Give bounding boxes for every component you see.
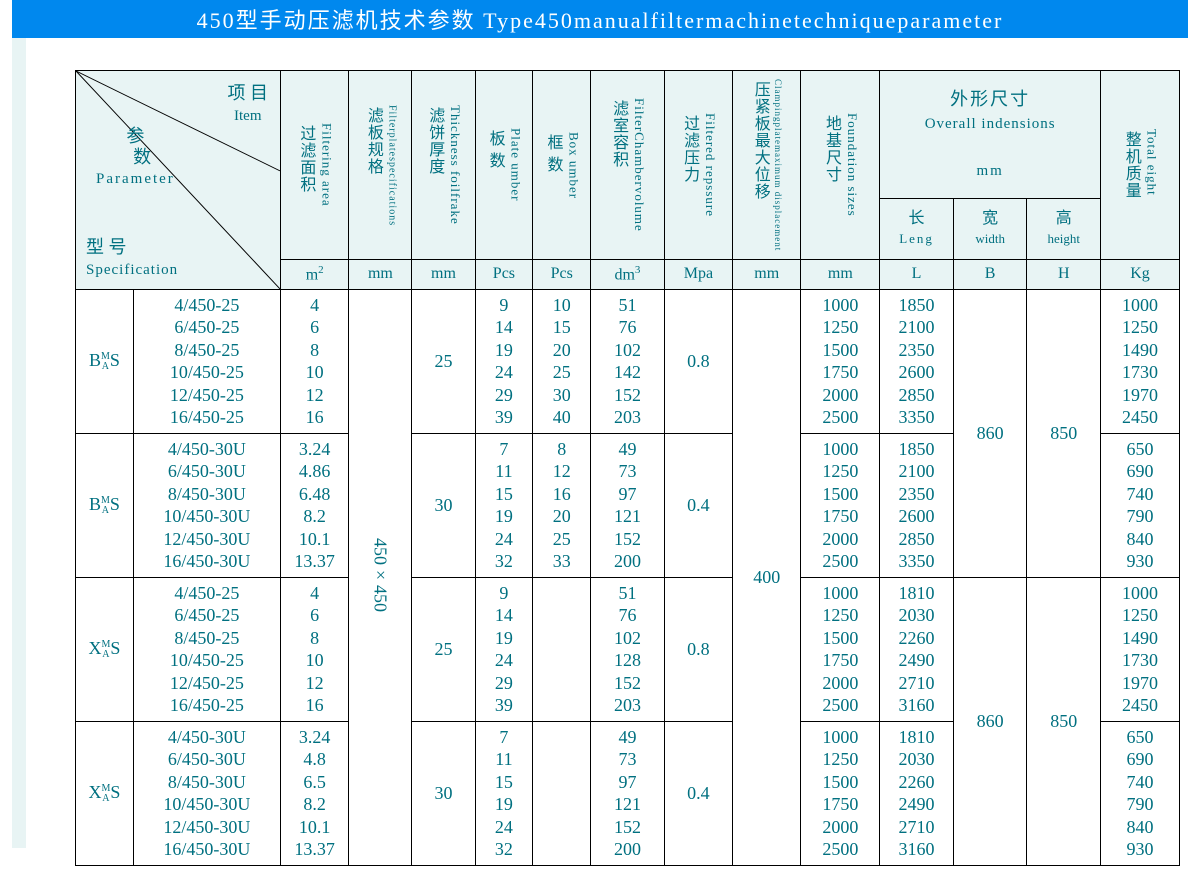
spec-prefix: XMAS [76,577,134,721]
table-cell: 10 15 20 25 30 40 [533,289,591,433]
plate-spec-cell: 450×450 [349,289,412,865]
header-row-1: 项 目 Item 参 数 Parameter 型 号 Specification… [76,71,1180,199]
H-cell: 850 [1027,289,1101,577]
thick-cell: 30 [412,721,475,865]
B-cell: 860 [953,289,1027,577]
page: 450型手动压滤机技术参数 Type450manualfiltermachine… [0,0,1200,871]
press-cell: 0.8 [664,577,732,721]
table-cell: 51 76 102 142 152 203 [591,289,665,433]
table-cell: 49 73 97 121 152 200 [591,721,665,865]
col-vol: 滤室容积FilterChambervolume [591,71,665,260]
thick-cell: 25 [412,577,475,721]
parameter-table-wrap: 项 目 Item 参 数 Parameter 型 号 Specification… [75,70,1180,866]
spec-prefix: XMAS [76,721,134,865]
table-cell: 51 76 102 128 152 203 [591,577,665,721]
table-cell: 1000 1250 1490 1730 1970 2450 [1101,577,1180,721]
table-cell: 3.24 4.8 6.5 8.2 10.1 13.37 [281,721,349,865]
table-cell: 4/450-30U 6/450-30U 8/450-30U 10/450-30U… [133,433,280,577]
col-found: 地基尺寸Foundation sizes [801,71,880,260]
table-row: XMAS4/450-25 6/450-25 8/450-25 10/450-25… [76,577,1180,721]
unit-press: Mpa [664,260,732,290]
table-cell: 1000 1250 1500 1750 2000 2500 [801,289,880,433]
thick-cell: 30 [412,433,475,577]
table-cell: 1000 1250 1500 1750 2000 2500 [801,433,880,577]
table-cell: 4 6 8 10 12 16 [281,577,349,721]
disp-cell: 400 [733,289,801,865]
unit-weight: Kg [1101,260,1180,290]
box-empty [533,721,591,865]
unit-disp: mm [733,260,801,290]
unit-plate-spec: mm [349,260,412,290]
table-cell: 3.24 4.86 6.48 8.2 10.1 13.37 [281,433,349,577]
page-title: 450型手动压滤机技术参数 Type450manualfiltermachine… [12,0,1188,38]
parameter-table: 项 目 Item 参 数 Parameter 型 号 Specification… [75,70,1180,866]
table-cell: 1810 2030 2260 2490 2710 3160 [880,721,954,865]
col-box-num: 框 数Box umber [533,71,591,260]
table-cell: 650 690 740 790 840 930 [1101,433,1180,577]
table-cell: 9 14 19 24 29 39 [475,577,533,721]
unit-H: H [1027,260,1101,290]
table-cell: 650 690 740 790 840 930 [1101,721,1180,865]
table-cell: 1850 2100 2350 2600 2850 3350 [880,433,954,577]
press-cell: 0.8 [664,289,732,433]
H-cell: 850 [1027,577,1101,865]
table-cell: 8 12 16 20 25 33 [533,433,591,577]
hdr-item: 项 目 Item [228,83,269,125]
unit-L: L [880,260,954,290]
side-strip [12,38,26,848]
box-empty [533,577,591,721]
col-plate-num: 板 数Plate umber [475,71,533,260]
col-L: 长Leng [880,199,954,260]
B-cell: 860 [953,577,1027,865]
table-cell: 4/450-25 6/450-25 8/450-25 10/450-25 12/… [133,289,280,433]
col-B: 宽width [953,199,1027,260]
press-cell: 0.4 [664,433,732,577]
table-cell: 4/450-30U 6/450-30U 8/450-30U 10/450-30U… [133,721,280,865]
col-press: 过滤压力Filtered repssure [664,71,732,260]
unit-thick: mm [412,260,475,290]
table-cell: 1000 1250 1500 1750 2000 2500 [801,577,880,721]
thick-cell: 25 [412,289,475,433]
hdr-param: 参 数 Parameter [96,126,175,189]
table-cell: 4/450-25 6/450-25 8/450-25 10/450-25 12/… [133,577,280,721]
spec-prefix: BMAS [76,433,134,577]
col-area: 过滤面积Filtering area [281,71,349,260]
unit-box-num: Pcs [533,260,591,290]
table-cell: 1810 2030 2260 2490 2710 3160 [880,577,954,721]
unit-plate-num: Pcs [475,260,533,290]
diagonal-header: 项 目 Item 参 数 Parameter 型 号 Specification [76,71,281,290]
table-cell: 4 6 8 10 12 16 [281,289,349,433]
col-plate-spec: 滤板规格Filterplatespecifications [349,71,412,260]
col-overall: 外形尺寸 Overall indensions mm [880,71,1101,199]
spec-prefix: BMAS [76,289,134,433]
unit-vol: dm3 [591,260,665,290]
col-H: 高height [1027,199,1101,260]
hdr-spec: 型 号 Specification [86,237,178,279]
col-weight: 整机质量Total eight [1101,71,1180,260]
col-thick: 滤饼厚度Thickness foilfrake [412,71,475,260]
table-cell: 7 11 15 19 24 32 [475,433,533,577]
unit-B: B [953,260,1027,290]
table-row: BMAS4/450-25 6/450-25 8/450-25 10/450-25… [76,289,1180,433]
table-cell: 1000 1250 1500 1750 2000 2500 [801,721,880,865]
table-cell: 49 73 97 121 152 200 [591,433,665,577]
table-cell: 1850 2100 2350 2600 2850 3350 [880,289,954,433]
table-cell: 9 14 19 24 29 39 [475,289,533,433]
press-cell: 0.4 [664,721,732,865]
table-cell: 7 11 15 19 24 32 [475,721,533,865]
col-disp: 压紧板最大位移Clampingplatemaximum displacement [733,71,801,260]
table-cell: 1000 1250 1490 1730 1970 2450 [1101,289,1180,433]
unit-found: mm [801,260,880,290]
unit-area: m2 [281,260,349,290]
